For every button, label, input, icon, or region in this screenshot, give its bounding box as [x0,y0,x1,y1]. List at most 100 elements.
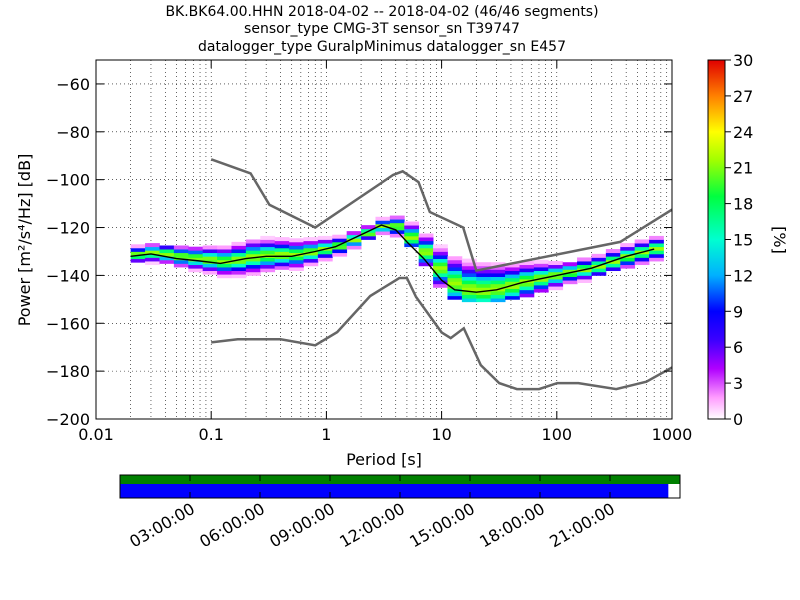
timeline-tick-label: 09:00:00 [266,499,338,551]
density-cell [188,253,204,258]
density-cell [346,238,362,243]
density-cell [231,245,247,250]
low-noise-model-curve [211,276,672,391]
density-cell [404,243,420,248]
density-cell [519,275,535,280]
density-cell [461,294,477,299]
density-cell [476,294,492,299]
density-cell [217,270,232,275]
density-cell [591,264,607,269]
density-cell [375,231,391,236]
density-cell [433,280,448,285]
density-cell [562,273,578,277]
density-cell [505,295,520,300]
density-cell [418,251,434,256]
density-cell [447,259,463,264]
density-cell [217,252,232,257]
density-cell [245,250,261,255]
density-cell [577,257,592,262]
density-cell [505,277,520,282]
density-cell [433,247,448,252]
density-cell [389,233,405,238]
density-cell [476,276,492,281]
density-cell [188,246,204,251]
density-cell [332,241,348,246]
density-cell [620,243,636,248]
segments-bar [120,484,669,498]
density-cell [231,274,247,279]
density-cell [389,219,405,224]
density-cell [505,281,520,286]
density-cell [317,243,333,248]
density-cell [289,267,304,272]
density-cell [490,265,506,270]
density-cell [332,234,348,239]
density-cell [533,267,549,272]
y-tick-label: −120 [46,219,90,238]
density-cell [433,244,448,249]
density-cell [173,263,189,268]
density-cell [260,257,276,262]
title-line-2: sensor_type CMG-3T sensor_sn T39747 [244,21,520,37]
density-cell [447,281,463,286]
density-cell [605,252,621,257]
density-cell [260,264,276,269]
density-cell [303,255,319,260]
y-tick-label: −100 [46,171,90,190]
density-cell [173,252,189,257]
x-tick-label: 100 [542,425,573,444]
density-cell [577,271,592,276]
timeline-tick-label: 21:00:00 [546,499,618,551]
density-cell [634,261,650,266]
density-cell [188,250,204,255]
density-cell [649,257,664,262]
density-cell [217,249,232,254]
density-cell [433,269,448,274]
density-cell [245,271,261,276]
density-cell [303,258,319,263]
density-cell [361,232,376,237]
y-tick-label: −140 [46,266,90,285]
density-cell [605,267,621,272]
density-cell [375,220,391,225]
density-cell [562,276,578,281]
density-cell [361,235,376,240]
density-cell [476,298,492,303]
density-cell [217,256,232,261]
density-cell [620,250,636,255]
title-line-1: BK.BK64.00.HHN 2018-04-02 -- 2018-04-02 … [165,4,598,20]
density-cell [490,262,506,267]
density-cell [145,250,160,255]
density-cell [490,269,506,274]
density-cell [317,239,333,244]
density-cell [591,268,607,273]
density-cell [289,238,304,243]
density-cell [274,262,290,267]
density-cell [548,282,564,287]
density-cell [490,276,506,281]
density-cell [634,239,650,244]
density-cell [245,264,261,269]
density-cell [245,246,261,251]
colorbar-tick-label: 0 [733,410,743,429]
density-cell [476,269,492,274]
density-cell [548,278,564,283]
density-cell [188,257,204,262]
density-cell [274,247,290,252]
density-cell [130,255,146,260]
density-cell [548,275,564,280]
density-cell [634,246,650,251]
density-cell [418,244,434,249]
x-tick-label: 1 [321,425,331,444]
x-tick-label: 1000 [652,425,693,444]
density-cell [145,253,160,258]
density-cell [274,237,290,242]
density-cell [476,283,492,288]
density-cell [447,288,463,293]
plot-frame [95,59,673,420]
density-cell [505,274,520,279]
density-cell [361,225,376,230]
density-cell [490,280,506,285]
density-cell [461,290,477,295]
colorbar-tick-label: 27 [733,87,753,106]
